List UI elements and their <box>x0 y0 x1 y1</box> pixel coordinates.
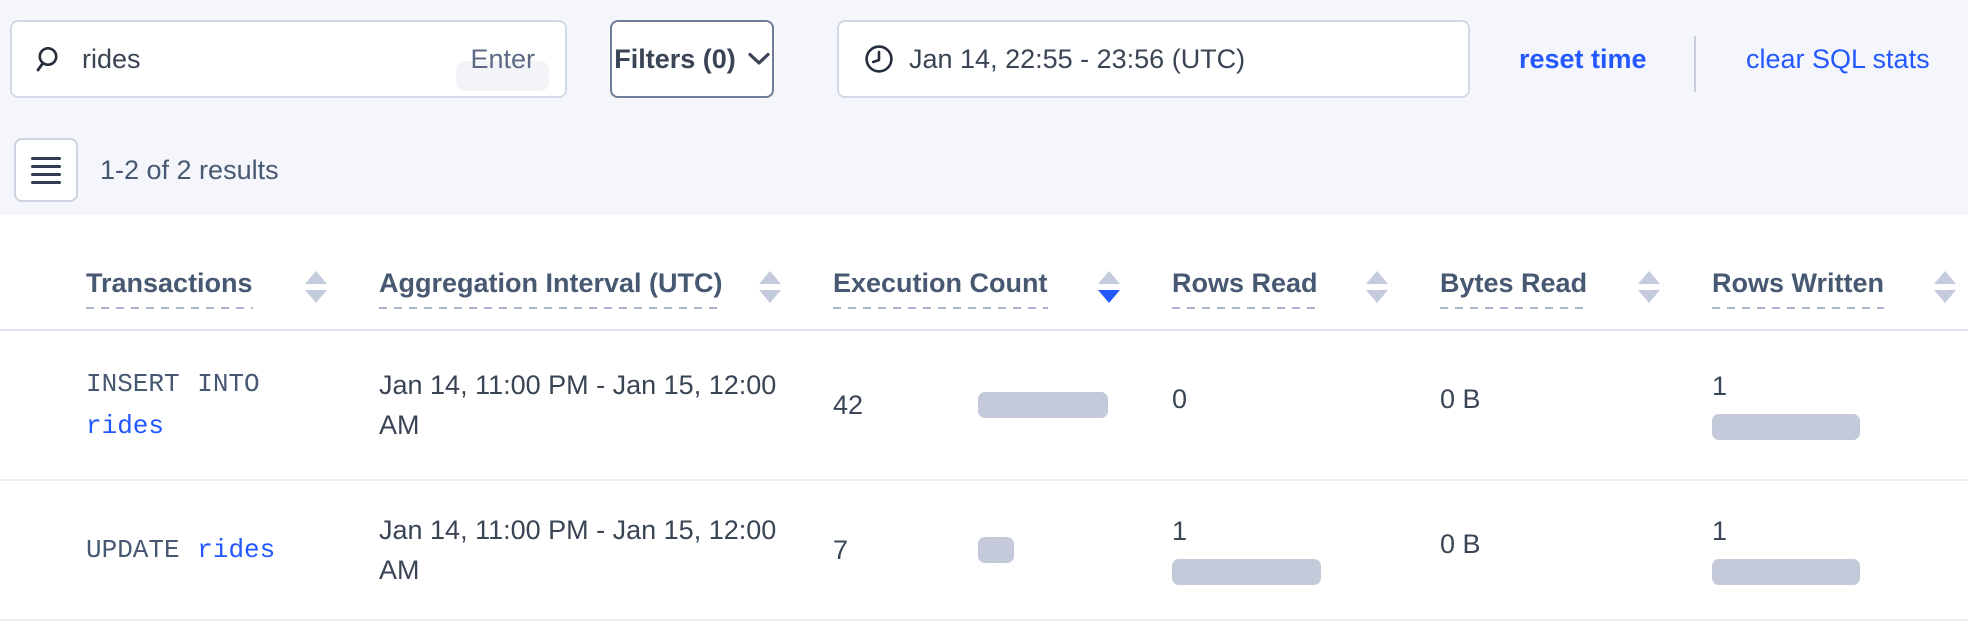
transaction-table-link[interactable]: rides <box>197 535 276 565</box>
clear-sql-stats-link[interactable]: clear SQL stats <box>1746 20 1930 98</box>
column-header-rows-written[interactable]: Rows Written <box>1712 215 1968 331</box>
column-selector-button[interactable] <box>14 138 78 202</box>
column-header-aggregation-interval-utc[interactable]: Aggregation Interval (UTC) <box>379 215 833 331</box>
rows-written-value: 1 <box>1712 370 1728 401</box>
sort-arrows-icon[interactable] <box>1638 271 1660 303</box>
aggregation-interval-value: Jan 14, 11:00 PM - Jan 15, 12:00 AM <box>379 515 777 585</box>
column-header-bytes-read[interactable]: Bytes Read <box>1440 215 1712 331</box>
time-range-picker[interactable]: Jan 14, 22:55 - 23:56 (UTC) <box>837 20 1470 98</box>
execution-count-value: 7 <box>833 534 849 565</box>
bytes-read-cell: 0 B <box>1440 329 1712 480</box>
column-label: Rows Read <box>1172 268 1318 309</box>
execution-count-value: 42 <box>833 389 864 420</box>
rows-read-value: 1 <box>1172 515 1188 546</box>
rows-written-bar <box>1712 558 1860 585</box>
sort-arrows-icon[interactable] <box>1098 271 1120 303</box>
rows-written-cell: 1 <box>1712 329 1968 480</box>
transactions-table: Transactions Aggregation Interval (UTC) Ex… <box>0 215 1968 621</box>
search-input[interactable] <box>80 42 461 76</box>
bytes-read-value: 0 B <box>1440 528 1481 559</box>
clear-sql-stats-label: clear SQL stats <box>1746 44 1930 82</box>
list-menu-icon <box>31 156 61 184</box>
column-label: Aggregation Interval (UTC) <box>379 268 723 309</box>
column-label: Transactions <box>86 268 253 309</box>
results-card: Transactions Aggregation Interval (UTC) Ex… <box>0 215 1968 630</box>
transaction-cell: UPDATE rides <box>0 479 379 621</box>
column-header-transactions[interactable]: Transactions <box>0 215 379 331</box>
rows-written-cell: 1 <box>1712 479 1968 621</box>
sort-arrows-icon[interactable] <box>759 271 781 303</box>
table-body: INSERT INTO rides Jan 14, 11:00 PM - Jan … <box>0 329 1968 621</box>
execution-count-bar <box>978 537 1014 563</box>
execution-count-cell: 42 <box>833 329 1172 480</box>
aggregation-interval-cell: Jan 14, 11:00 PM - Jan 15, 12:00 AM <box>379 329 833 480</box>
bytes-read-value: 0 B <box>1440 383 1481 414</box>
execution-count-cell: 7 <box>833 479 1172 621</box>
sort-arrows-icon[interactable] <box>1934 271 1956 303</box>
column-label: Execution Count <box>833 268 1048 309</box>
transaction-statement: UPDATE <box>86 535 180 565</box>
filters-button[interactable]: Filters (0) <box>610 20 774 98</box>
clock-icon <box>863 43 895 75</box>
rows-read-cell: 0 <box>1172 329 1440 480</box>
rows-read-bar <box>1172 558 1321 585</box>
table-header-row: Transactions Aggregation Interval (UTC) Ex… <box>0 215 1968 331</box>
transaction-table-link[interactable]: rides <box>86 411 165 441</box>
enter-key-hint: Enter <box>456 44 549 91</box>
execution-count-bar <box>978 392 1108 418</box>
search-box[interactable]: Enter <box>10 20 567 98</box>
aggregation-interval-value: Jan 14, 11:00 PM - Jan 15, 12:00 AM <box>379 370 777 440</box>
toolbar-divider <box>1694 36 1696 92</box>
table-row: UPDATE rides Jan 14, 11:00 PM - Jan 15, 1… <box>0 479 1968 621</box>
time-range-label: Jan 14, 22:55 - 23:56 (UTC) <box>909 43 1246 74</box>
rows-written-bar <box>1712 413 1860 440</box>
sort-arrows-icon[interactable] <box>1366 271 1388 303</box>
bytes-read-cell: 0 B <box>1440 479 1712 621</box>
reset-time-link[interactable]: reset time <box>1519 44 1647 74</box>
rows-written-value: 1 <box>1712 515 1728 546</box>
column-header-execution-count[interactable]: Execution Count <box>833 215 1172 331</box>
transaction-statement: INSERT INTO <box>86 369 260 399</box>
column-label: Bytes Read <box>1440 268 1588 309</box>
aggregation-interval-cell: Jan 14, 11:00 PM - Jan 15, 12:00 AM <box>379 479 833 621</box>
rows-read-cell: 1 <box>1172 479 1440 621</box>
column-label: Rows Written <box>1712 268 1885 309</box>
transaction-cell: INSERT INTO rides <box>0 329 379 480</box>
rows-read-value: 0 <box>1172 383 1188 414</box>
search-icon <box>34 44 64 74</box>
table-row: INSERT INTO rides Jan 14, 11:00 PM - Jan … <box>0 329 1968 480</box>
toolbar: Enter Filters (0) Jan 14, 22:55 - 23:56 … <box>0 0 1968 215</box>
chevron-down-icon <box>748 52 770 66</box>
results-count: 1-2 of 2 results <box>100 155 279 185</box>
filters-button-label: Filters (0) <box>614 43 736 74</box>
sort-arrows-icon[interactable] <box>305 271 327 303</box>
column-header-rows-read[interactable]: Rows Read <box>1172 215 1440 331</box>
